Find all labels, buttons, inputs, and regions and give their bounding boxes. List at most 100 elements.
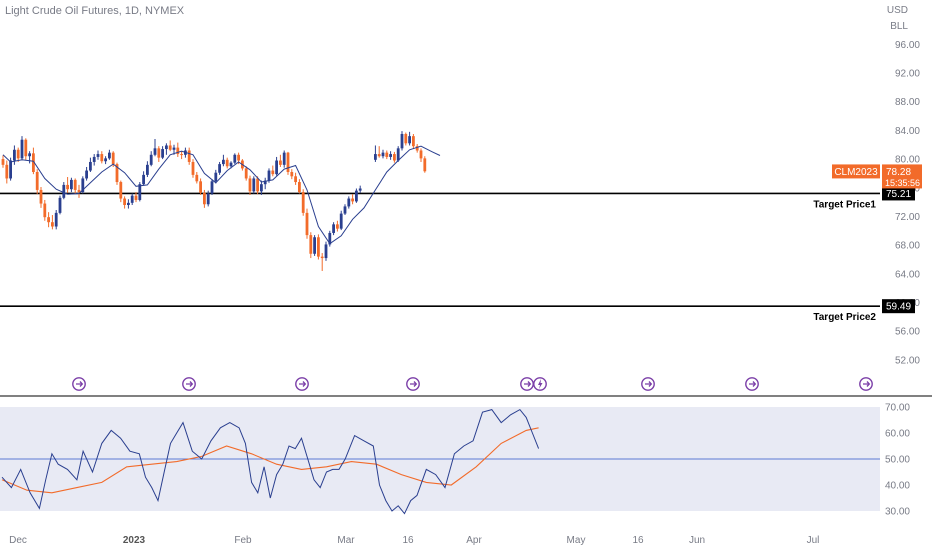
candle-body: [92, 156, 96, 162]
candle-body: [206, 193, 210, 205]
time-axis-tick: Dec: [9, 535, 27, 546]
candle-body: [229, 162, 233, 167]
rsi-axis-tick: 70.00: [885, 403, 910, 414]
moving-average-line: [2, 145, 441, 245]
candle-body: [123, 198, 126, 205]
dividend-event-icon[interactable]: [859, 377, 873, 391]
candle-body: [286, 152, 290, 172]
symbol-badge-text: CLM2023: [834, 167, 878, 178]
price-axis-tick: 88.00: [895, 97, 920, 108]
price-axis-tick: 80.00: [895, 155, 920, 166]
price-axis-tick: 64.00: [895, 269, 920, 280]
level-value-text: 59.49: [886, 302, 911, 313]
time-axis-tick: Jul: [807, 535, 820, 546]
arrow-glyph: [410, 381, 418, 387]
candle-body: [130, 195, 134, 203]
candle-body: [180, 154, 183, 156]
candle-body: [248, 178, 252, 192]
dividend-event-icon[interactable]: [520, 377, 534, 391]
candle-body: [134, 195, 138, 200]
arrow-glyph: [524, 381, 532, 387]
event-icons-group: [72, 377, 873, 391]
candle-body: [244, 168, 248, 179]
candle-body: [404, 133, 408, 144]
candle-body: [381, 152, 385, 157]
candle-body: [210, 181, 214, 194]
dividend-event-icon[interactable]: [406, 377, 420, 391]
arrow-glyph: [299, 381, 307, 387]
dividend-event-icon[interactable]: [72, 377, 86, 391]
candle-body: [47, 217, 50, 223]
candle-body: [28, 153, 31, 157]
candle-body: [172, 147, 176, 150]
level-value-badge: [882, 186, 915, 201]
candle-body: [267, 170, 271, 181]
time-axis-tick: Apr: [466, 535, 482, 546]
candle-body: [142, 174, 145, 185]
candle-body: [39, 189, 43, 204]
candle-body: [339, 213, 343, 229]
candle-body: [275, 160, 278, 175]
candle-body: [393, 154, 396, 161]
candle-body: [127, 202, 130, 205]
arrow-glyph: [645, 381, 653, 387]
candle-body: [222, 159, 225, 165]
candle-body: [351, 198, 354, 202]
dividend-event-icon[interactable]: [295, 377, 309, 391]
candle-body: [187, 150, 191, 162]
candle-body: [347, 198, 351, 207]
candle-body: [153, 148, 157, 155]
rsi-axis-tick: 40.00: [885, 481, 910, 492]
arrow-glyph: [76, 381, 84, 387]
unit-label: BLL: [890, 21, 908, 32]
candle-body: [263, 180, 267, 185]
arrow-glyph: [863, 381, 871, 387]
dividend-event-icon[interactable]: [745, 377, 759, 391]
candle-body: [324, 244, 328, 259]
time-axis-tick: May: [567, 535, 586, 546]
candle-body: [168, 145, 172, 150]
candle-body: [396, 148, 400, 161]
last-price-badge: [882, 164, 922, 189]
rsi-ma-line: [1, 427, 539, 494]
candle-body: [66, 184, 69, 190]
candle-body: [165, 145, 168, 150]
rsi-axis-tick: 50.00: [885, 455, 910, 466]
target-level-name: Target Price2: [813, 312, 876, 323]
candles-group: [1, 131, 427, 271]
arrow-glyph: [186, 381, 194, 387]
price-labels-group: 75.21 Target Price1 59.49 Target Price2 CLM2…: [813, 164, 922, 323]
price-axis-tick: 68.00: [895, 241, 920, 252]
price-axis-tick: 52.00: [895, 355, 920, 366]
candle-body: [317, 237, 320, 257]
arrow-glyph: [749, 381, 757, 387]
candle-body: [343, 206, 347, 214]
candle-body: [96, 154, 100, 157]
candle-body: [233, 154, 237, 163]
candle-body: [191, 161, 195, 175]
dividend-event-icon[interactable]: [641, 377, 655, 391]
chart-title: Light Crude Oil Futures, 1D, NYMEX: [5, 5, 185, 17]
candle-body: [313, 237, 316, 254]
price-axis-tick: 84.00: [895, 126, 920, 137]
candle-body: [290, 172, 294, 177]
lightning-event-icon[interactable]: [533, 377, 547, 391]
candle-body: [271, 170, 275, 175]
candle-body: [35, 172, 39, 190]
candle-body: [85, 170, 88, 179]
candle-body: [301, 192, 305, 213]
rsi-axis-tick: 30.00: [885, 507, 910, 518]
price-axis-tick: 56.00: [895, 327, 920, 338]
candle-body: [328, 232, 332, 245]
candle-body: [119, 182, 123, 199]
candle-body: [355, 190, 358, 202]
candle-body: [199, 181, 202, 193]
dividend-event-icon[interactable]: [182, 377, 196, 391]
candle-body: [138, 184, 142, 200]
candle-body: [89, 161, 92, 171]
candle-body: [218, 164, 221, 173]
candle-body: [336, 224, 339, 229]
last-price-text: 78.28: [886, 167, 911, 178]
level-value-badge: [882, 299, 915, 314]
